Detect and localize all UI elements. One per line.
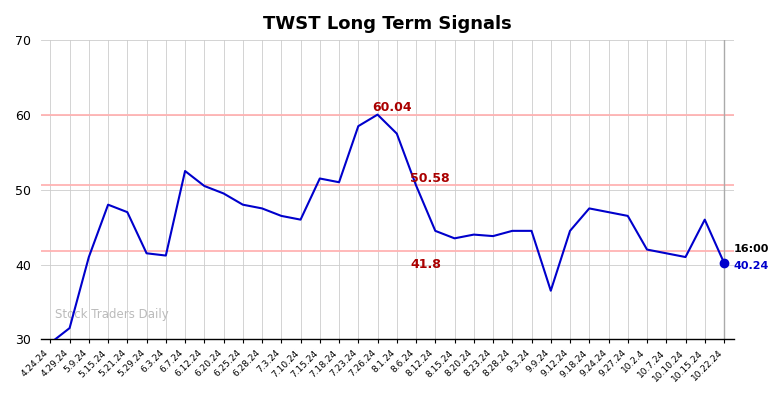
Text: 50.58: 50.58 (410, 172, 450, 185)
Text: 40.24: 40.24 (734, 261, 769, 271)
Text: Stock Traders Daily: Stock Traders Daily (55, 308, 169, 321)
Title: TWST Long Term Signals: TWST Long Term Signals (263, 15, 511, 33)
Text: 16:00: 16:00 (734, 244, 769, 254)
Text: 41.8: 41.8 (410, 258, 441, 271)
Text: 60.04: 60.04 (372, 101, 412, 114)
